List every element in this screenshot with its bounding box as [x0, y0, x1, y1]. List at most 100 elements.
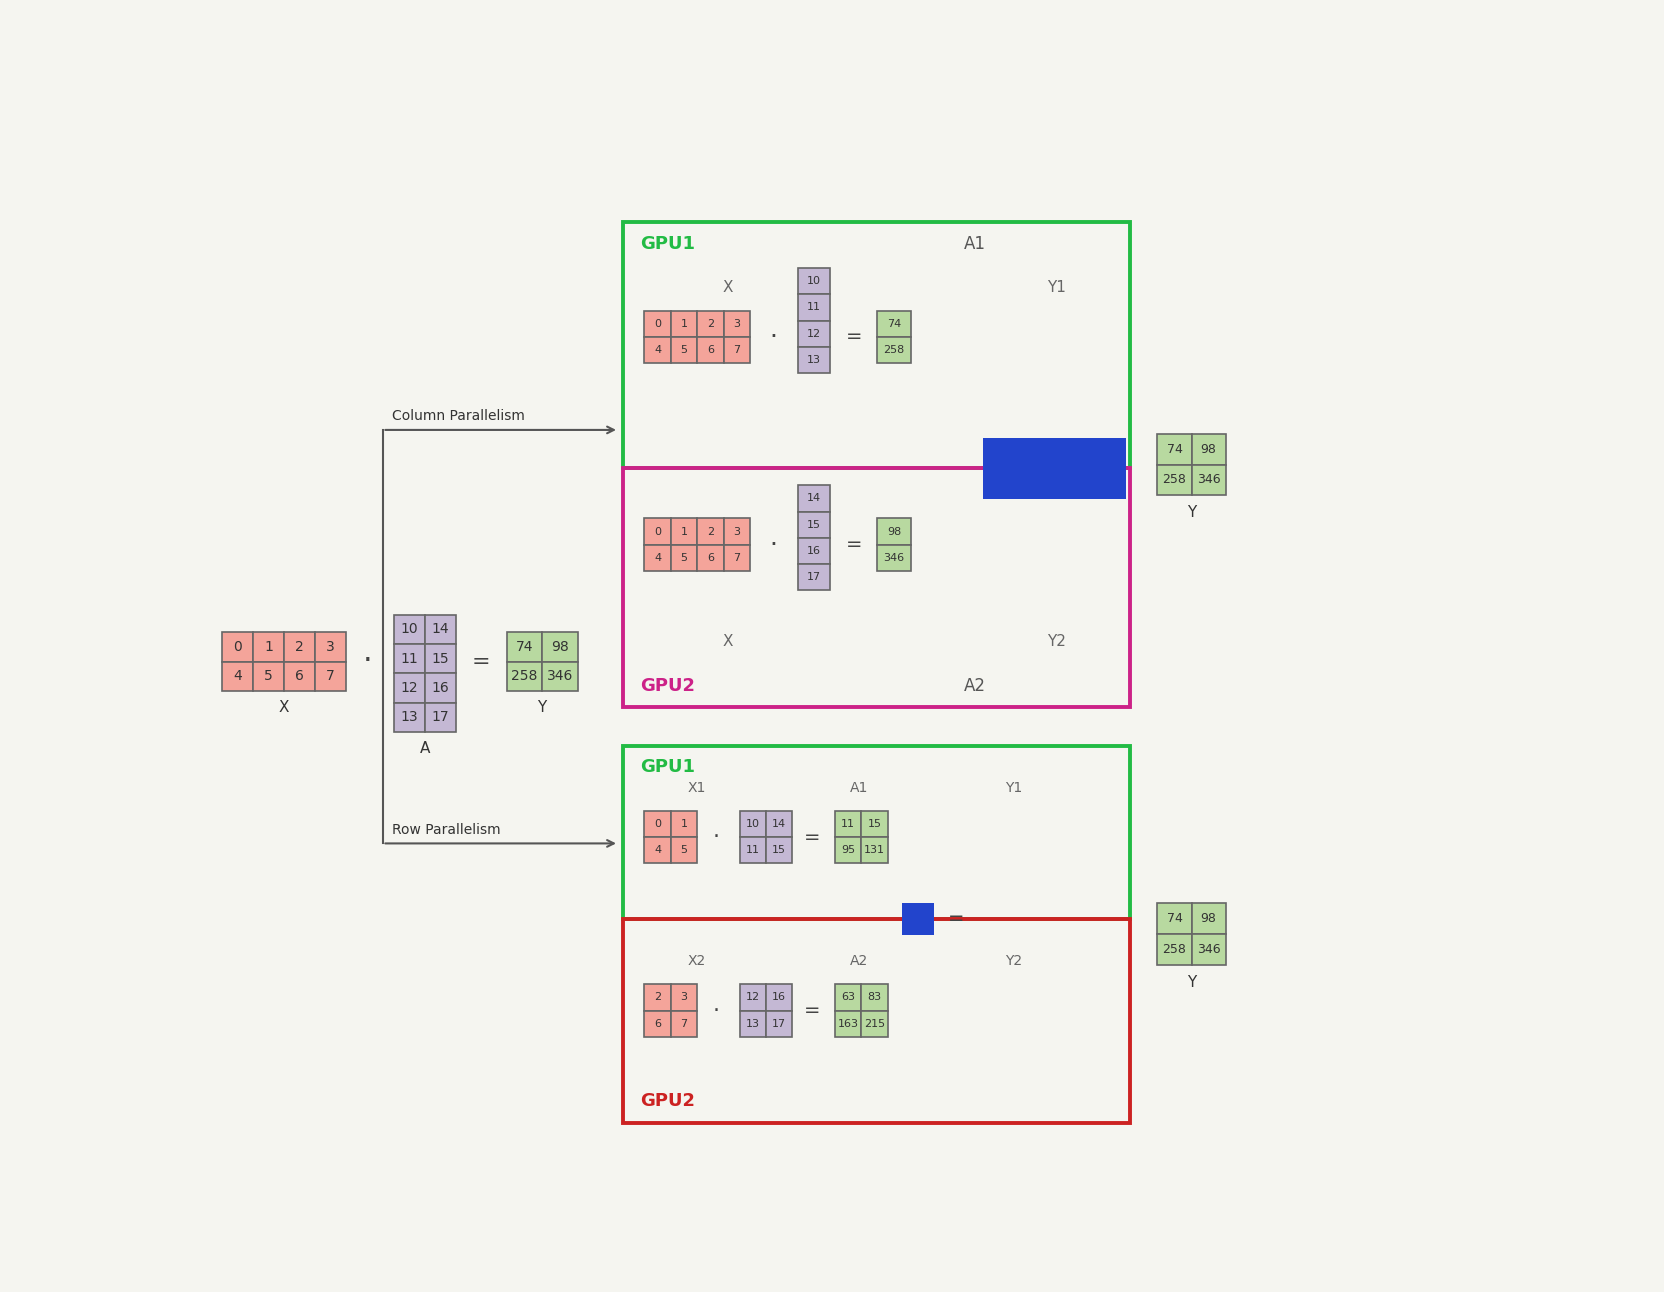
Bar: [697, 545, 724, 571]
Text: 0: 0: [654, 319, 661, 328]
Bar: [671, 811, 697, 837]
Bar: [765, 837, 792, 863]
Bar: [765, 985, 792, 1010]
Text: 258: 258: [884, 345, 904, 355]
Bar: [644, 310, 671, 337]
Text: =: =: [804, 1001, 820, 1019]
Bar: [902, 903, 934, 935]
Text: 346: 346: [1196, 473, 1220, 487]
Text: =: =: [804, 828, 820, 846]
Text: 6: 6: [707, 553, 714, 563]
Bar: [739, 1010, 765, 1036]
Bar: [644, 985, 671, 1010]
Bar: [671, 545, 697, 571]
Bar: [877, 337, 910, 363]
Text: 12: 12: [745, 992, 759, 1003]
Text: 17: 17: [772, 1018, 785, 1028]
Text: 2: 2: [295, 640, 305, 654]
Bar: [765, 1010, 792, 1036]
Bar: [424, 673, 456, 703]
Bar: [797, 512, 830, 537]
Text: 16: 16: [807, 545, 820, 556]
Text: 14: 14: [772, 819, 785, 829]
Text: 2: 2: [706, 527, 714, 536]
Text: 6: 6: [295, 669, 305, 683]
Bar: [697, 310, 724, 337]
Text: 346: 346: [1196, 943, 1220, 956]
Text: GPU2: GPU2: [639, 1092, 694, 1110]
Text: Row Parallelism: Row Parallelism: [391, 823, 501, 836]
Bar: [424, 703, 456, 731]
Bar: [724, 518, 749, 545]
Bar: [697, 337, 724, 363]
Text: A: A: [419, 742, 429, 756]
Text: 6: 6: [707, 345, 714, 355]
Bar: [671, 837, 697, 863]
Text: 11: 11: [807, 302, 820, 313]
Bar: [221, 662, 253, 691]
Text: concatenate: concatenate: [1005, 477, 1103, 491]
Bar: [644, 545, 671, 571]
Bar: [835, 1010, 860, 1036]
Bar: [394, 615, 424, 643]
Text: 10: 10: [745, 819, 759, 829]
Text: 7: 7: [732, 553, 740, 563]
Bar: [877, 310, 910, 337]
Bar: [424, 643, 456, 673]
Bar: [644, 1010, 671, 1036]
Text: X: X: [278, 700, 290, 716]
Text: 1: 1: [265, 640, 273, 654]
Text: 13: 13: [745, 1018, 759, 1028]
Bar: [797, 346, 830, 373]
Bar: [835, 985, 860, 1010]
Bar: [644, 837, 671, 863]
Text: 98: 98: [551, 640, 569, 654]
Text: 13: 13: [807, 355, 820, 364]
Bar: [644, 811, 671, 837]
Text: 17: 17: [431, 711, 449, 724]
Bar: [671, 1010, 697, 1036]
Text: ·: ·: [712, 1000, 719, 1021]
Text: 5: 5: [681, 845, 687, 855]
Text: 1: 1: [681, 527, 687, 536]
Bar: [724, 337, 749, 363]
Text: 15: 15: [807, 519, 820, 530]
Text: 3: 3: [681, 992, 687, 1003]
Text: ·: ·: [769, 324, 777, 349]
Text: 83: 83: [867, 992, 882, 1003]
Text: 4: 4: [654, 845, 661, 855]
Text: 6: 6: [654, 1018, 661, 1028]
Text: 5: 5: [681, 553, 687, 563]
Text: =: =: [845, 327, 862, 346]
Bar: [1191, 465, 1225, 495]
Text: X: X: [722, 634, 732, 649]
Bar: [739, 811, 765, 837]
Text: 74: 74: [887, 319, 900, 328]
Text: =: =: [471, 651, 489, 672]
Text: ·: ·: [363, 647, 373, 676]
Text: 1: 1: [681, 819, 687, 829]
Text: 4: 4: [654, 553, 661, 563]
Bar: [506, 633, 542, 662]
Text: 12: 12: [807, 328, 820, 339]
Text: Column Parallelism: Column Parallelism: [391, 410, 524, 422]
Bar: [797, 295, 830, 320]
Bar: [314, 662, 346, 691]
Text: 74: 74: [1166, 912, 1181, 925]
Bar: [622, 469, 1130, 707]
Text: +: +: [910, 910, 925, 928]
Text: 95: 95: [840, 845, 855, 855]
Bar: [697, 518, 724, 545]
Text: A2: A2: [963, 677, 985, 695]
Text: 63: 63: [840, 992, 855, 1003]
Text: A1: A1: [963, 235, 985, 253]
Text: 14: 14: [431, 623, 449, 637]
Bar: [253, 633, 285, 662]
Text: ·: ·: [769, 532, 777, 557]
Text: 14: 14: [807, 494, 820, 504]
Text: 4: 4: [233, 669, 241, 683]
Bar: [797, 537, 830, 563]
Text: 258: 258: [1161, 473, 1186, 487]
Text: 7: 7: [326, 669, 334, 683]
Text: 98: 98: [887, 527, 900, 536]
